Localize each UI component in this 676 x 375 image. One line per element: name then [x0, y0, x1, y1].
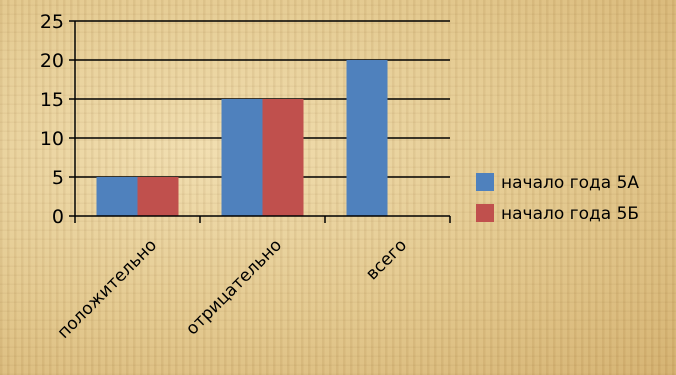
y-tick-label: 5	[52, 167, 64, 189]
y-tick-label: 0	[52, 206, 64, 228]
bar	[137, 177, 179, 216]
bars	[96, 60, 388, 216]
category-label: всего	[362, 235, 411, 284]
bar	[221, 99, 263, 216]
y-tick-label: 20	[40, 50, 64, 72]
category-label: положительно	[54, 235, 161, 342]
legend-label: начало года 5Б	[501, 204, 639, 224]
axes	[69, 20, 451, 223]
category-labels: положительно отрицательно всего	[54, 235, 411, 342]
y-tick-label: 10	[40, 128, 64, 150]
legend-swatch	[476, 173, 494, 191]
legend-swatch	[476, 204, 494, 222]
y-tick-label: 25	[40, 11, 64, 33]
y-tick-label: 15	[40, 89, 64, 111]
legend-label: начало года 5А	[501, 173, 639, 193]
bar	[96, 177, 138, 216]
category-label: отрицательно	[182, 235, 286, 339]
bar	[346, 60, 388, 216]
bar	[262, 99, 304, 216]
y-tick-labels: 0 5 10 15 20 25	[40, 11, 64, 228]
legend: начало года 5А начало года 5Б	[476, 173, 639, 224]
